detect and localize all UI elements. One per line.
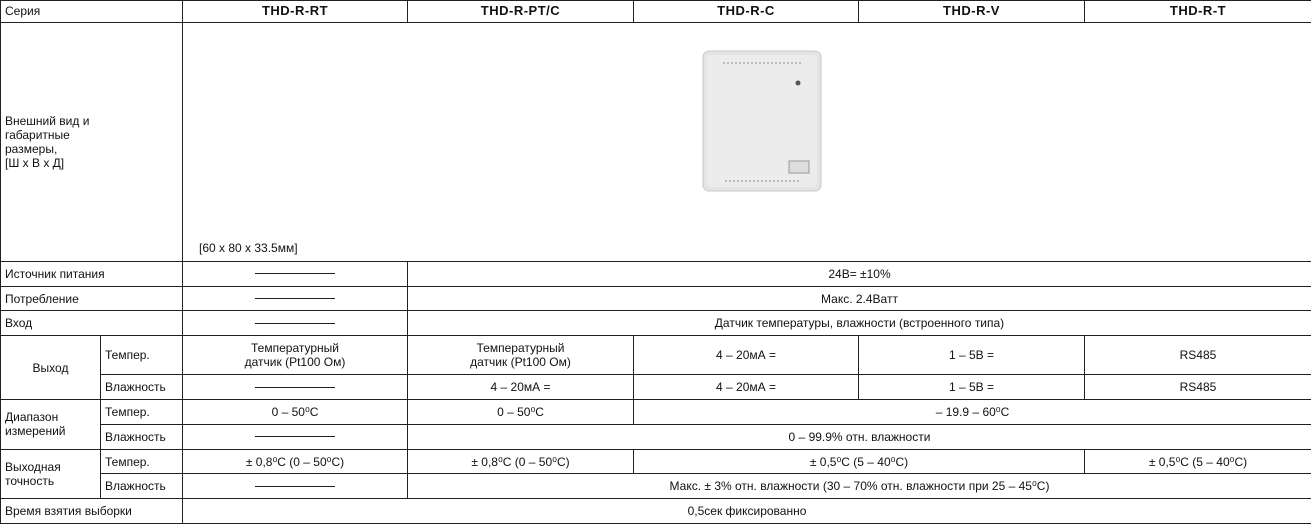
cell: RS485 (1084, 335, 1311, 376)
row: Источник питания 24В= ±10% (0, 260, 1311, 287)
row-label: Источник питания (0, 260, 183, 287)
cell: 1 – 5В = (858, 335, 1085, 376)
row-label: Диапазон измерений (0, 399, 101, 450)
sub-label: Темпер. (100, 448, 183, 475)
cell: Макс. ± 3% отн. влажности (30 – 70% отн.… (407, 473, 1311, 500)
row: Диапазон измерений Темпер. 0 – 50⁰C 0 – … (0, 399, 1311, 450)
header-cell: THD-R-V (858, 0, 1085, 23)
appearance-row: Внешний вид и габаритные размеры, [Ш x В… (0, 21, 1311, 262)
row-label: Выходная точность (0, 448, 101, 500)
header-row: Серия THD-R-RT THD-R-PT/C THD-R-C THD-R-… (0, 0, 1311, 23)
dash-cell (182, 374, 408, 401)
row: Влажность Макс. ± 3% отн. влажности (30 … (1, 473, 1311, 500)
row-label: Вход (0, 310, 183, 337)
cell: ± 0,5⁰C (5 – 40⁰C) (633, 448, 1085, 475)
header-cell: Серия (0, 0, 183, 23)
sub-label: Влажность (100, 473, 183, 500)
cell: 0 – 99.9% отн. влажности (407, 423, 1311, 450)
sub-label: Темпер. (100, 399, 183, 425)
image-cell: [60 x 80 x 33.5мм] (182, 21, 1311, 262)
cell: ± 0,8⁰C (0 – 50⁰C) (407, 448, 634, 475)
row: Влажность 4 – 20мА = 4 – 20мА = 1 – 5В =… (1, 374, 1311, 401)
sub-label: Темпер. (100, 335, 183, 376)
row-label: Время взятия выборки (0, 498, 183, 524)
dash-cell (182, 260, 408, 287)
cell: 0,5сек фиксированно (182, 498, 1311, 524)
header-cell: THD-R-C (633, 0, 859, 23)
row-label: Выход (0, 335, 101, 401)
header-cell: THD-R-RT (182, 0, 408, 23)
cell: 4 – 20мА = (633, 374, 859, 401)
row-label: Внешний вид и габаритные размеры, [Ш x В… (0, 21, 183, 262)
cell: RS485 (1084, 374, 1311, 401)
row: Время взятия выборки 0,5сек фиксированно (0, 498, 1311, 524)
cell: 0 – 50⁰C (407, 399, 634, 425)
dash-cell (182, 423, 408, 450)
dash-cell (182, 285, 408, 312)
cell: Температурный датчик (Pt100 Ом) (407, 335, 634, 376)
cell: 4 – 20мА = (633, 335, 859, 376)
cell: Макс. 2.4Ватт (407, 285, 1311, 312)
row-label: Потребление (0, 285, 183, 312)
cell: ± 0,8⁰C (0 – 50⁰C) (182, 448, 408, 475)
device-image (702, 50, 822, 192)
cell: – 19.9 – 60⁰C (633, 399, 1311, 425)
dash-cell (182, 310, 408, 337)
header-cell: THD-R-PT/C (407, 0, 634, 23)
cell: 4 – 20мА = (407, 374, 634, 401)
dash-cell (182, 473, 408, 500)
cell: ± 0,5⁰C (5 – 40⁰C) (1084, 448, 1311, 475)
row: Выходная точность Темпер. ± 0,8⁰C (0 – 5… (0, 448, 1311, 500)
cell: Температурный датчик (Pt100 Ом) (182, 335, 408, 376)
row: Потребление Макс. 2.4Ватт (0, 285, 1311, 312)
row: Влажность 0 – 99.9% отн. влажности (1, 423, 1311, 450)
cell: 0 – 50⁰C (182, 399, 408, 425)
sub-label: Влажность (100, 374, 183, 401)
dimensions: [60 x 80 x 33.5мм] (199, 240, 298, 255)
row: Выход Темпер. Температурный датчик (Pt10… (0, 335, 1311, 401)
row: Вход Датчик температуры, влажности (встр… (0, 310, 1311, 337)
sub-label: Влажность (100, 423, 183, 450)
cell: Датчик температуры, влажности (встроенно… (407, 310, 1311, 337)
cell: 24В= ±10% (407, 260, 1311, 287)
cell: 1 – 5В = (858, 374, 1085, 401)
header-cell: THD-R-T (1084, 0, 1311, 23)
